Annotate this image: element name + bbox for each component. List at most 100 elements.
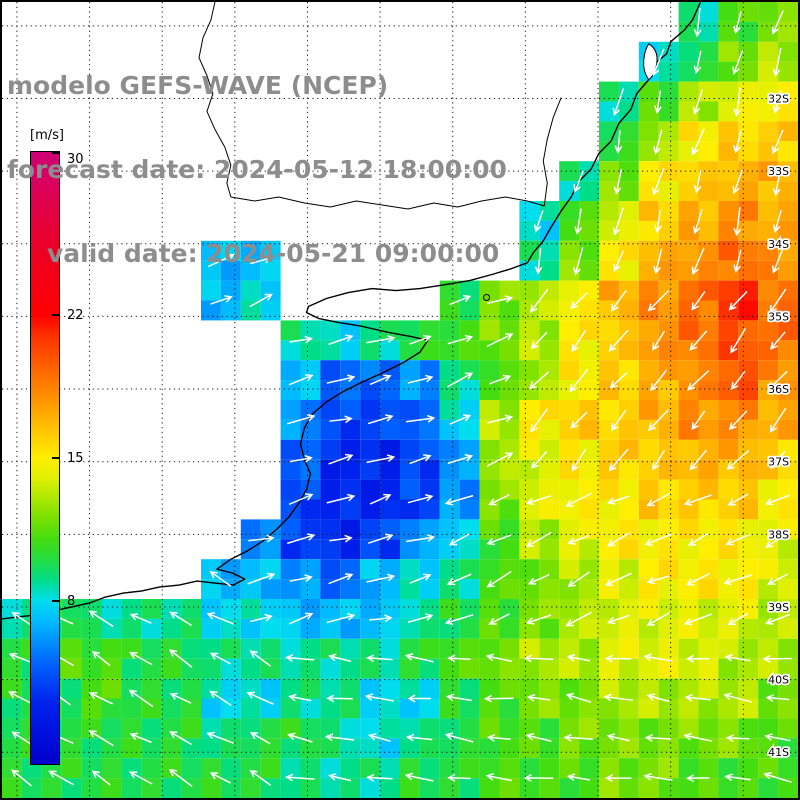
- heatmap-cell: [559, 220, 580, 241]
- heatmap-cell: [380, 559, 400, 580]
- wind-arrow: [483, 694, 514, 703]
- wind-arrow: [772, 90, 782, 114]
- country-border: [542, 97, 562, 207]
- heatmap-cell: [559, 320, 580, 341]
- heatmap-cell: [658, 599, 679, 619]
- heatmap-cell: [419, 778, 440, 798]
- heatmap-cell: [380, 459, 400, 480]
- heatmap-cell: [2, 618, 22, 639]
- wind-arrow: [733, 130, 742, 154]
- heatmap-cell: [380, 320, 400, 341]
- heatmap-cell: [559, 260, 580, 281]
- heatmap-cell: [718, 400, 739, 420]
- wind-arrow: [685, 774, 710, 783]
- heatmap-cell: [360, 599, 381, 619]
- wind-arrow: [530, 408, 549, 433]
- heatmap-cell: [419, 539, 440, 560]
- wind-arrow: [769, 407, 787, 433]
- heatmap-cell: [519, 400, 540, 420]
- heatmap-cell: [778, 181, 798, 201]
- wind-arrow: [609, 372, 628, 389]
- wind-arrow: [486, 570, 512, 588]
- heatmap-cell: [579, 479, 599, 500]
- heatmap-cell: [260, 579, 281, 599]
- heatmap-cell: [61, 678, 82, 699]
- heatmap-cell: [240, 240, 261, 261]
- heatmap-cell: [300, 718, 321, 739]
- wind-arrow: [445, 693, 473, 702]
- heatmap-cell: [419, 738, 440, 759]
- heatmap-cell: [559, 658, 580, 679]
- heatmap-cell: [459, 519, 480, 540]
- heatmap-cell: [618, 400, 639, 420]
- heatmap-cell: [638, 539, 659, 560]
- heatmap-cell: [400, 778, 420, 798]
- heatmap-cell: [280, 638, 301, 659]
- heatmap-cell: [380, 579, 400, 599]
- heatmap-cell: [738, 559, 759, 580]
- heatmap-cell: [380, 340, 400, 361]
- wind-arrow: [444, 614, 474, 626]
- heatmap-cell: [778, 499, 798, 520]
- wind-arrow: [653, 129, 663, 155]
- heatmap-cell: [579, 658, 599, 679]
- heatmap-cell: [300, 778, 321, 798]
- heatmap-cell: [439, 698, 460, 719]
- heatmap-cell: [439, 718, 460, 739]
- wind-arrow: [407, 493, 434, 504]
- wind-arrow: [612, 207, 624, 236]
- heatmap-cell: [599, 539, 619, 560]
- wind-arrow: [169, 731, 193, 746]
- wind-arrow: [612, 88, 625, 117]
- heatmap-cell: [638, 400, 659, 420]
- heatmap-cell: [658, 758, 679, 779]
- heatmap-cell: [539, 658, 560, 679]
- heatmap-cell: [618, 201, 639, 221]
- heatmap-cell: [340, 519, 361, 540]
- heatmap-cell: [618, 260, 639, 281]
- colorbar-tick: [52, 599, 59, 602]
- heatmap-cell: [738, 459, 759, 480]
- heatmap-cell: [539, 280, 560, 301]
- heatmap-cell: [320, 559, 341, 580]
- heatmap-cell: [260, 738, 281, 759]
- heatmap-cell: [340, 419, 361, 440]
- heatmap-cell: [499, 539, 520, 560]
- heatmap-cell: [161, 758, 182, 779]
- heatmap-cell: [698, 380, 719, 400]
- heatmap-cell: [459, 579, 480, 599]
- heatmap-cell: [678, 81, 699, 102]
- wind-arrow: [574, 208, 582, 235]
- heatmap-cell: [419, 658, 440, 679]
- wind-arrow: [563, 733, 594, 742]
- heatmap-cell: [459, 599, 480, 619]
- heatmap-cell: [738, 21, 759, 42]
- heatmap-cell: [718, 2, 739, 22]
- heatmap-cell: [201, 240, 221, 261]
- heatmap-cell: [300, 439, 321, 460]
- heatmap-cell: [618, 499, 639, 520]
- heatmap-cell: [658, 161, 679, 182]
- heatmap-cell: [459, 459, 480, 480]
- wind-arrow: [764, 733, 791, 742]
- heatmap-cell: [618, 380, 639, 400]
- heatmap-cell: [519, 280, 540, 301]
- heatmap-cell: [181, 618, 201, 639]
- heatmap-cell: [778, 579, 798, 599]
- heatmap-cell: [559, 519, 580, 540]
- heatmap-cell: [220, 638, 241, 659]
- wind-arrow: [654, 90, 662, 114]
- wind-arrow: [249, 769, 272, 786]
- heatmap-cell: [360, 778, 381, 798]
- wind-direction-arrows: [8, 7, 793, 788]
- heatmap-cell: [539, 539, 560, 560]
- heatmap-cell: [738, 141, 759, 162]
- heatmap-cell: [519, 579, 540, 599]
- colorbar-tick-label: 15: [67, 451, 84, 466]
- heatmap-cell: [360, 499, 381, 520]
- heatmap-cell: [539, 260, 560, 281]
- heatmap-cell: [519, 260, 540, 281]
- heatmap-cell: [579, 758, 599, 779]
- wind-arrow: [407, 694, 431, 703]
- wind-arrow: [571, 329, 587, 353]
